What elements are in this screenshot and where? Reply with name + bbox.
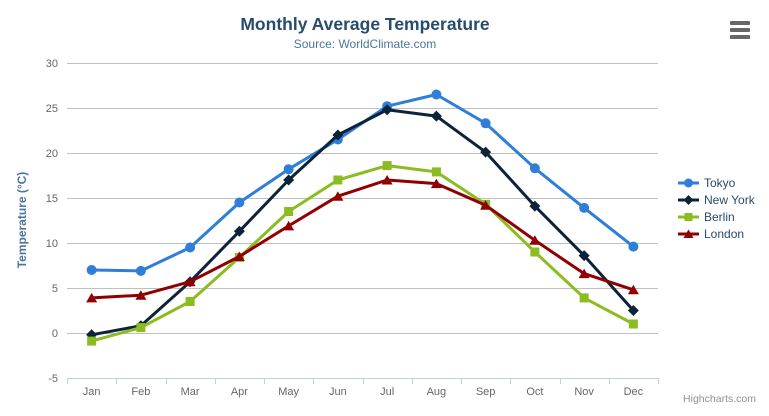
y-axis-tick-label: 25 bbox=[46, 103, 58, 115]
data-point-new-york-jun[interactable] bbox=[332, 129, 344, 141]
legend-label: London bbox=[704, 227, 745, 241]
data-point-new-york-aug[interactable] bbox=[430, 110, 442, 122]
data-point-tokyo-apr[interactable] bbox=[234, 197, 245, 208]
data-point-london-dec[interactable] bbox=[627, 284, 639, 295]
legend-label: New York bbox=[704, 193, 755, 207]
x-axis-tick-label: Nov bbox=[574, 386, 594, 398]
legend-marker-london[interactable] bbox=[683, 229, 694, 239]
x-axis-tick-label: Mar bbox=[181, 386, 200, 398]
series-london[interactable] bbox=[86, 175, 639, 303]
y-axis-tick-label: 10 bbox=[46, 238, 58, 250]
data-point-london-sep[interactable] bbox=[480, 200, 492, 210]
x-axis-tick-label: Aug bbox=[427, 386, 447, 398]
x-axis-tick-label: Jan bbox=[83, 386, 101, 398]
y-axis-title: Temperature (°C) bbox=[15, 172, 29, 269]
legend-label: Tokyo bbox=[704, 176, 736, 190]
legend-label: Berlin bbox=[704, 210, 735, 224]
x-axis-tick-label: Feb bbox=[131, 386, 150, 398]
data-point-tokyo-dec[interactable] bbox=[628, 241, 639, 252]
data-point-berlin-nov[interactable] bbox=[579, 293, 589, 303]
data-point-berlin-jun[interactable] bbox=[333, 175, 343, 185]
series-line-new-york[interactable] bbox=[90, 108, 635, 337]
data-point-berlin-jan[interactable] bbox=[87, 336, 97, 346]
data-point-tokyo-nov[interactable] bbox=[579, 202, 590, 213]
legend-triangle-marker-icon bbox=[678, 229, 699, 239]
y-axis-tick-label: 0 bbox=[52, 328, 58, 340]
credits-link[interactable]: Highcharts.com bbox=[683, 393, 756, 405]
data-point-new-york-sep[interactable] bbox=[480, 146, 492, 158]
data-point-berlin-dec[interactable] bbox=[628, 319, 638, 329]
legend-item-new-york[interactable]: New York bbox=[678, 193, 755, 207]
x-axis-tick-label: Dec bbox=[624, 386, 644, 398]
export-menu-button[interactable] bbox=[730, 21, 750, 39]
y-axis-tick-label: 5 bbox=[52, 283, 58, 295]
x-axis-tick-label: Apr bbox=[231, 386, 248, 398]
legend-item-tokyo[interactable]: Tokyo bbox=[678, 176, 755, 190]
series-line-london[interactable] bbox=[90, 178, 635, 300]
data-point-london-may[interactable] bbox=[283, 220, 295, 231]
legend: Tokyo New York Berlin London bbox=[678, 176, 755, 241]
data-point-tokyo-aug[interactable] bbox=[431, 89, 442, 100]
data-point-tokyo-mar[interactable] bbox=[185, 242, 196, 253]
legend-item-berlin[interactable]: Berlin bbox=[678, 210, 755, 224]
data-point-tokyo-jan[interactable] bbox=[86, 265, 97, 275]
data-point-tokyo-may[interactable] bbox=[283, 164, 294, 175]
data-point-new-york-nov[interactable] bbox=[578, 250, 590, 262]
legend-marker-berlin[interactable] bbox=[684, 213, 693, 221]
data-point-berlin-aug[interactable] bbox=[431, 167, 441, 177]
x-axis-tick-label: Sep bbox=[476, 386, 496, 398]
y-axis-tick-label: 30 bbox=[46, 58, 58, 70]
data-point-new-york-apr[interactable] bbox=[233, 225, 245, 237]
series-line-berlin[interactable] bbox=[90, 164, 635, 343]
data-point-london-feb[interactable] bbox=[135, 290, 147, 300]
chart-title: Monthly Average Temperature bbox=[240, 14, 490, 34]
data-point-berlin-jul[interactable] bbox=[382, 161, 392, 171]
data-point-berlin-feb[interactable] bbox=[136, 323, 146, 333]
series-tokyo[interactable] bbox=[86, 89, 639, 276]
data-point-new-york-jul[interactable] bbox=[381, 104, 393, 116]
data-point-tokyo-feb[interactable] bbox=[135, 265, 146, 276]
y-axis-tick-label: 15 bbox=[46, 193, 58, 205]
chart-subtitle: Source: WorldClimate.com bbox=[293, 37, 437, 51]
legend-square-marker-icon bbox=[678, 213, 699, 221]
y-axis-tick-label: -5 bbox=[48, 373, 58, 385]
data-point-new-york-may[interactable] bbox=[283, 174, 295, 186]
x-axis-tick-label: Oct bbox=[526, 386, 543, 398]
data-point-berlin-oct[interactable] bbox=[530, 247, 540, 257]
legend-marker-new-york[interactable] bbox=[683, 195, 694, 205]
data-point-london-mar[interactable] bbox=[184, 276, 196, 287]
data-point-london-jul[interactable] bbox=[381, 175, 393, 185]
data-point-london-nov[interactable] bbox=[578, 268, 590, 279]
legend-circle-marker-icon bbox=[678, 178, 699, 188]
legend-diamond-marker-icon bbox=[678, 195, 699, 205]
x-axis-tick-label: Jul bbox=[380, 386, 394, 398]
hamburger-menu-icon bbox=[730, 21, 750, 39]
data-point-new-york-dec[interactable] bbox=[627, 305, 639, 316]
y-axis-tick-label: 20 bbox=[46, 148, 58, 160]
series-new-york[interactable] bbox=[86, 104, 639, 341]
x-axis-tick-label: Jun bbox=[329, 386, 347, 398]
data-point-berlin-mar[interactable] bbox=[185, 297, 195, 306]
x-axis-tick-label: May bbox=[278, 386, 299, 398]
data-point-london-oct[interactable] bbox=[529, 235, 541, 245]
legend-item-london[interactable]: London bbox=[678, 227, 755, 241]
legend-marker-tokyo[interactable] bbox=[684, 178, 693, 188]
data-point-london-apr[interactable] bbox=[233, 251, 245, 262]
data-point-tokyo-oct[interactable] bbox=[529, 163, 540, 174]
data-point-london-jun[interactable] bbox=[332, 191, 344, 201]
data-point-london-aug[interactable] bbox=[430, 178, 442, 189]
data-point-tokyo-sep[interactable] bbox=[480, 118, 491, 129]
data-point-berlin-may[interactable] bbox=[284, 207, 294, 216]
data-point-london-jan[interactable] bbox=[86, 292, 98, 303]
data-point-new-york-oct[interactable] bbox=[529, 200, 541, 212]
